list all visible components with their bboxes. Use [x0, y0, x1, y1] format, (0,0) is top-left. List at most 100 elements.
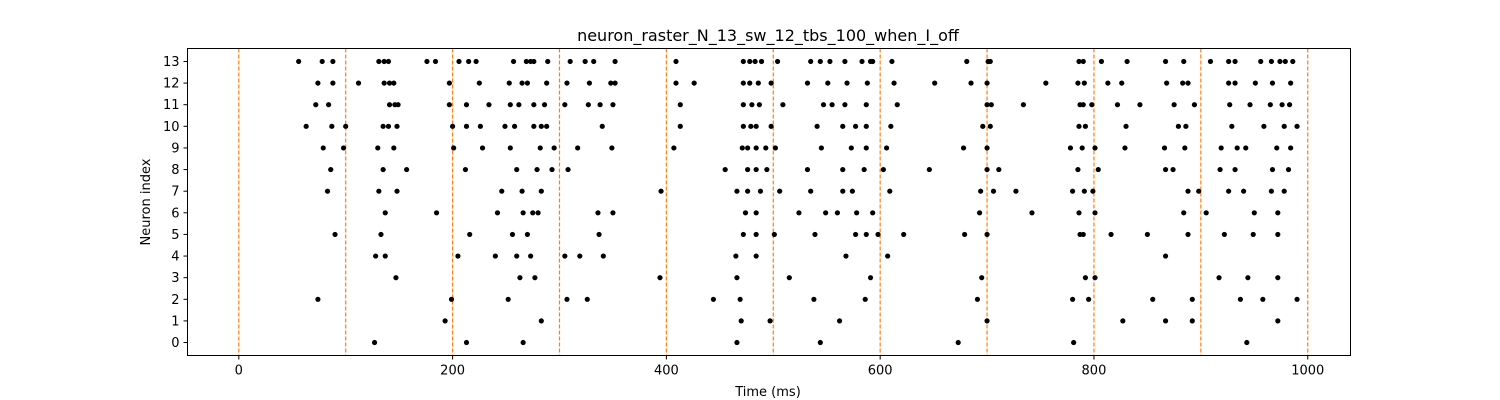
spike-point — [1216, 275, 1222, 281]
spike-point — [657, 275, 663, 281]
spike-point — [808, 188, 814, 194]
spike-point — [1013, 188, 1019, 194]
spike-point — [371, 339, 378, 346]
spike-point — [1082, 123, 1089, 129]
spike-point — [814, 123, 820, 129]
spike-point — [393, 275, 399, 281]
spike-point — [883, 145, 890, 151]
spike-point — [658, 188, 664, 194]
y-tick-label: 11 — [163, 98, 180, 113]
spike-point — [964, 58, 970, 65]
spike-point — [1076, 58, 1082, 65]
spike-point — [502, 123, 508, 129]
spike-point — [530, 210, 536, 216]
spike-point — [747, 58, 753, 65]
spike-point — [747, 80, 753, 86]
spike-point — [1123, 123, 1129, 129]
spike-point — [1247, 102, 1253, 108]
spike-point — [753, 166, 759, 173]
spike-point — [804, 166, 811, 173]
y-tick-label: 2 — [171, 293, 179, 308]
vline-group — [238, 48, 1309, 356]
spike-point — [541, 102, 548, 108]
spike-point — [984, 145, 990, 151]
spike-point — [677, 102, 683, 108]
spike-point — [974, 296, 981, 302]
spike-point — [1185, 188, 1191, 194]
spike-point — [1275, 275, 1281, 281]
spike-point — [476, 80, 482, 86]
spike-point — [538, 123, 544, 129]
spike-point — [523, 58, 529, 65]
spike-point — [870, 210, 876, 216]
spike-point — [859, 58, 865, 65]
spike-point — [449, 123, 456, 129]
spike-point — [1161, 145, 1168, 151]
spike-point — [534, 166, 540, 173]
spike-point — [875, 231, 881, 238]
spike-point — [1076, 210, 1082, 216]
spike-point — [852, 123, 859, 129]
spike-point — [1245, 275, 1251, 281]
spike-point — [446, 80, 452, 86]
spike-point — [549, 166, 555, 173]
spike-point — [842, 102, 848, 108]
spike-point — [531, 58, 537, 65]
spike-point — [507, 102, 513, 108]
spike-point — [612, 80, 618, 86]
spike-point — [1282, 58, 1288, 65]
spike-point — [463, 339, 470, 346]
spike-point — [375, 145, 381, 151]
spike-point — [477, 123, 483, 129]
spike-point — [817, 58, 823, 65]
spike-point — [891, 80, 897, 86]
spike-point — [1244, 339, 1250, 346]
spike-point — [889, 58, 895, 65]
spike-point — [1281, 188, 1287, 194]
spike-point — [462, 166, 469, 173]
spike-point — [1086, 296, 1092, 302]
spike-point — [745, 166, 751, 173]
spike-point — [780, 102, 786, 108]
spike-point — [749, 102, 755, 108]
spike-point — [818, 145, 824, 151]
spike-point — [520, 210, 526, 216]
spike-point — [1217, 166, 1223, 173]
x-tick-label: 200 — [440, 364, 465, 379]
spike-point — [386, 102, 393, 108]
spike-point — [745, 188, 751, 194]
y-tick-label: 5 — [171, 228, 179, 243]
spike-point — [1232, 166, 1238, 173]
plot-area — [187, 48, 1351, 356]
spike-point — [763, 145, 769, 151]
spike-point — [378, 231, 384, 238]
y-tick-label: 9 — [171, 141, 179, 156]
spike-point — [519, 188, 525, 194]
spike-point — [538, 188, 544, 194]
spike-point — [722, 166, 728, 173]
spike-point — [1218, 145, 1224, 151]
x-tick-label: 400 — [654, 364, 679, 379]
spike-point — [979, 275, 985, 281]
spike-point — [771, 231, 777, 238]
spike-point — [1075, 166, 1081, 173]
spike-point — [1029, 210, 1035, 216]
spike-point — [885, 253, 891, 259]
spike-point — [733, 253, 739, 259]
y-tick-label: 4 — [171, 250, 179, 265]
spike-point — [1182, 145, 1188, 151]
spike-point — [514, 253, 520, 259]
spike-point — [984, 166, 990, 173]
spike-point — [1092, 145, 1098, 151]
spike-point — [499, 188, 505, 194]
spike-point — [446, 102, 452, 108]
spike-point — [1229, 123, 1235, 129]
spike-point — [1181, 210, 1187, 216]
spike-point — [1227, 102, 1233, 108]
spike-point — [825, 80, 831, 86]
spike-point — [742, 210, 749, 216]
spike-point — [596, 231, 602, 238]
spike-point — [1090, 188, 1096, 194]
spike-point — [823, 210, 829, 216]
